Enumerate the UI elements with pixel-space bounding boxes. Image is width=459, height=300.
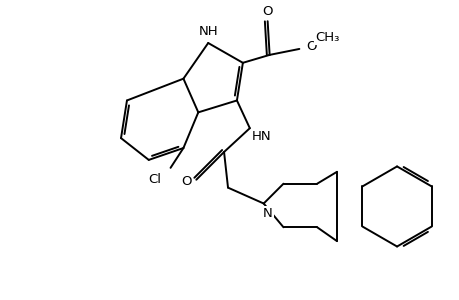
- Text: O: O: [181, 175, 191, 188]
- Text: HN: HN: [252, 130, 271, 142]
- Text: O: O: [306, 40, 316, 53]
- Text: Cl: Cl: [148, 173, 161, 186]
- Text: CH₃: CH₃: [314, 31, 339, 44]
- Text: N: N: [262, 207, 272, 220]
- Text: NH: NH: [198, 25, 218, 38]
- Text: O: O: [262, 5, 272, 18]
